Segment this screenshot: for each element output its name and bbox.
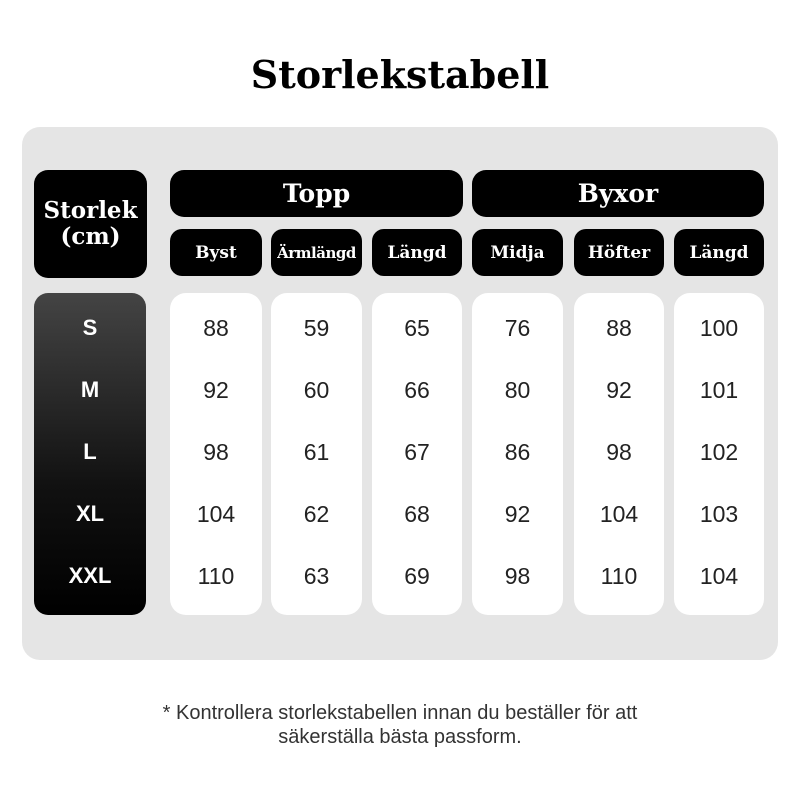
column-header: Ärmlängd bbox=[271, 229, 362, 276]
value-cell: 92 bbox=[606, 377, 632, 403]
value-cell: 69 bbox=[404, 563, 430, 589]
value-cell: 59 bbox=[303, 315, 330, 341]
value-cell: 67 bbox=[404, 439, 430, 465]
size-label: XXL bbox=[68, 563, 112, 588]
value-cell: 101 bbox=[699, 377, 739, 403]
size-label: M bbox=[80, 377, 100, 402]
value-cell: 65 bbox=[404, 315, 430, 341]
column-header: Midja bbox=[472, 229, 563, 276]
value-cell: 76 bbox=[504, 315, 531, 341]
value-cell: 104 bbox=[599, 501, 639, 527]
value-cell: 98 bbox=[606, 439, 632, 465]
value-column: 65 66 67 68 69 bbox=[372, 293, 462, 615]
column-header: Längd bbox=[674, 229, 764, 276]
size-label: L bbox=[83, 439, 97, 464]
value-cell: 98 bbox=[504, 563, 531, 589]
group-header-pants: Byxor bbox=[472, 170, 764, 217]
value-cell: 102 bbox=[699, 439, 739, 465]
value-cell: 103 bbox=[699, 501, 739, 527]
value-cell: 104 bbox=[196, 501, 236, 527]
size-column: S M L XL XXL bbox=[34, 293, 146, 615]
value-cell: 86 bbox=[504, 439, 531, 465]
value-cell: 98 bbox=[203, 439, 229, 465]
value-column: 88 92 98 104 110 bbox=[574, 293, 664, 615]
value-cell: 62 bbox=[303, 501, 330, 527]
size-label: S bbox=[82, 315, 98, 340]
value-cell: 63 bbox=[303, 563, 330, 589]
value-cell: 110 bbox=[600, 563, 638, 589]
value-column: 76 80 86 92 98 bbox=[472, 293, 563, 615]
size-label: XL bbox=[75, 501, 105, 526]
value-cell: 68 bbox=[404, 501, 430, 527]
value-cell: 88 bbox=[606, 315, 632, 341]
footnote-line-1: * Kontrollera storlekstabellen innan du … bbox=[162, 702, 638, 724]
value-cell: 92 bbox=[504, 501, 531, 527]
value-cell: 80 bbox=[504, 377, 531, 403]
value-cell: 100 bbox=[699, 315, 739, 341]
value-column: 59 60 61 62 63 bbox=[271, 293, 362, 615]
footnote: * Kontrollera storlekstabellen innan du … bbox=[0, 701, 800, 749]
value-cell: 88 bbox=[203, 315, 229, 341]
value-column: 88 92 98 104 110 bbox=[170, 293, 262, 615]
column-header: Höfter bbox=[574, 229, 664, 276]
footnote-line-2: säkerställa bästa passform. bbox=[278, 726, 522, 748]
size-header: Storlek (cm) bbox=[34, 170, 147, 278]
value-cell: 104 bbox=[699, 563, 739, 589]
group-header-top: Topp bbox=[170, 170, 463, 217]
page-title: Storlekstabell bbox=[250, 52, 550, 97]
value-cell: 110 bbox=[197, 563, 235, 589]
value-cell: 61 bbox=[303, 439, 330, 465]
column-header: Byst bbox=[170, 229, 262, 276]
value-column: 100 101 102 103 104 bbox=[674, 293, 764, 615]
value-cell: 60 bbox=[303, 377, 330, 403]
value-cell: 66 bbox=[404, 377, 430, 403]
value-cell: 92 bbox=[203, 377, 229, 403]
column-header: Längd bbox=[372, 229, 462, 276]
